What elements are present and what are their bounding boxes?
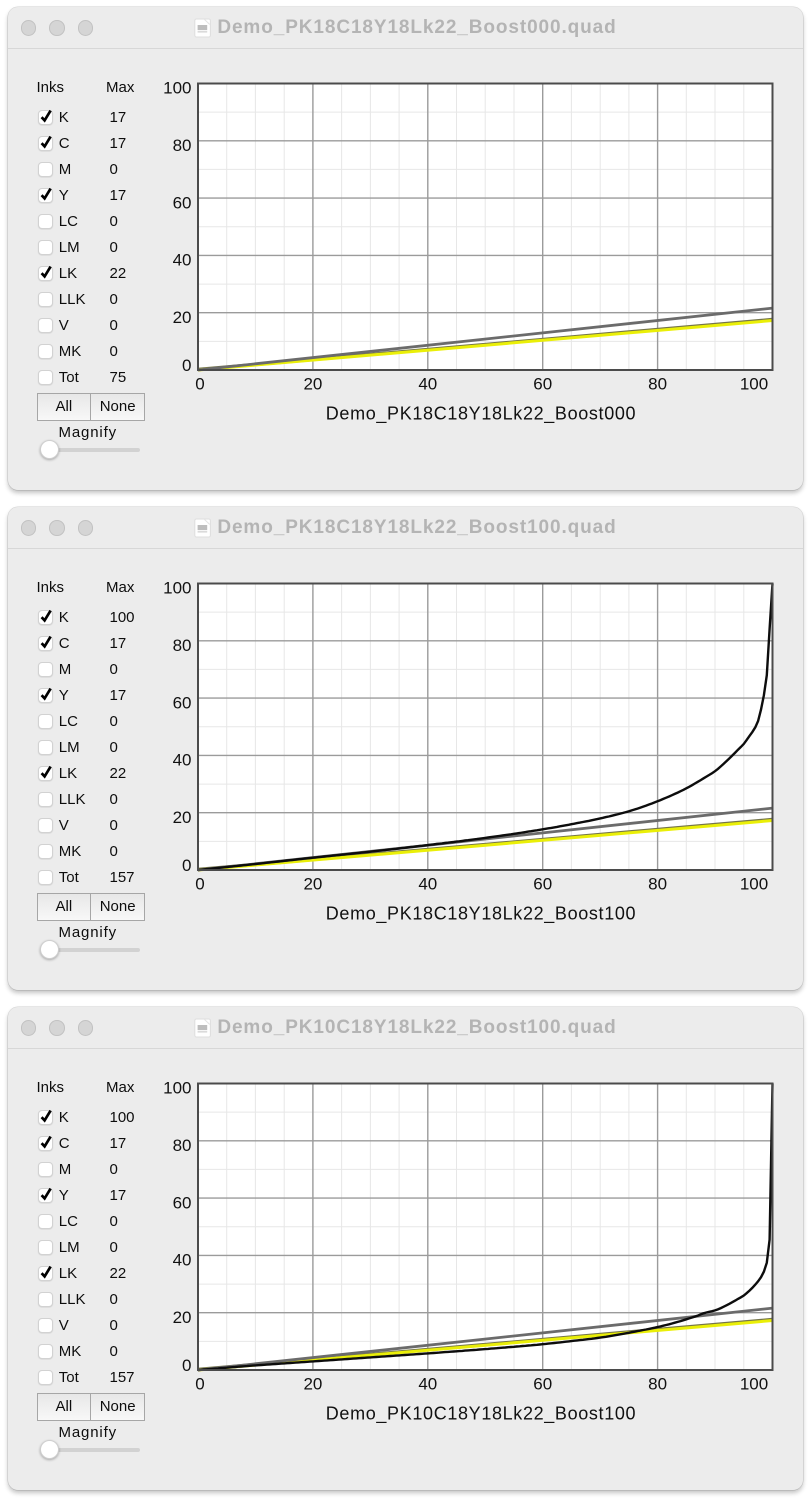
svg-text:20: 20 bbox=[173, 808, 192, 827]
svg-text:Demo_PK18C18Y18Lk22_Boost000: Demo_PK18C18Y18Lk22_Boost000 bbox=[326, 404, 636, 425]
svg-text:80: 80 bbox=[648, 1375, 667, 1394]
svg-text:0: 0 bbox=[195, 875, 204, 894]
svg-text:40: 40 bbox=[173, 751, 192, 770]
svg-text:Demo_PK10C18Y18Lk22_Boost100: Demo_PK10C18Y18Lk22_Boost100 bbox=[326, 1404, 636, 1425]
svg-text:100: 100 bbox=[163, 79, 191, 98]
svg-text:100: 100 bbox=[740, 375, 768, 394]
svg-text:20: 20 bbox=[303, 1375, 322, 1394]
svg-text:20: 20 bbox=[303, 375, 322, 394]
svg-text:100: 100 bbox=[740, 1375, 768, 1394]
svg-text:60: 60 bbox=[533, 375, 552, 394]
svg-text:40: 40 bbox=[418, 375, 437, 394]
svg-text:40: 40 bbox=[173, 251, 192, 270]
svg-text:0: 0 bbox=[182, 1356, 191, 1375]
svg-text:80: 80 bbox=[173, 1136, 192, 1155]
svg-text:60: 60 bbox=[533, 1375, 552, 1394]
svg-text:100: 100 bbox=[163, 1079, 191, 1098]
svg-text:20: 20 bbox=[173, 1308, 192, 1327]
svg-text:80: 80 bbox=[173, 136, 192, 155]
svg-text:40: 40 bbox=[418, 875, 437, 894]
svg-text:60: 60 bbox=[173, 1193, 192, 1212]
svg-text:0: 0 bbox=[195, 1375, 204, 1394]
svg-text:100: 100 bbox=[163, 579, 191, 598]
svg-text:40: 40 bbox=[418, 1375, 437, 1394]
svg-text:80: 80 bbox=[648, 875, 667, 894]
svg-text:Demo_PK18C18Y18Lk22_Boost100: Demo_PK18C18Y18Lk22_Boost100 bbox=[326, 904, 636, 925]
svg-text:0: 0 bbox=[182, 356, 191, 375]
svg-text:80: 80 bbox=[173, 636, 192, 655]
svg-text:0: 0 bbox=[182, 856, 191, 875]
svg-text:60: 60 bbox=[173, 693, 192, 712]
svg-text:100: 100 bbox=[740, 875, 768, 894]
svg-text:60: 60 bbox=[533, 875, 552, 894]
svg-text:20: 20 bbox=[173, 308, 192, 327]
svg-text:80: 80 bbox=[648, 375, 667, 394]
svg-text:40: 40 bbox=[173, 1251, 192, 1270]
svg-text:0: 0 bbox=[195, 375, 204, 394]
svg-text:20: 20 bbox=[303, 875, 322, 894]
svg-text:60: 60 bbox=[173, 193, 192, 212]
